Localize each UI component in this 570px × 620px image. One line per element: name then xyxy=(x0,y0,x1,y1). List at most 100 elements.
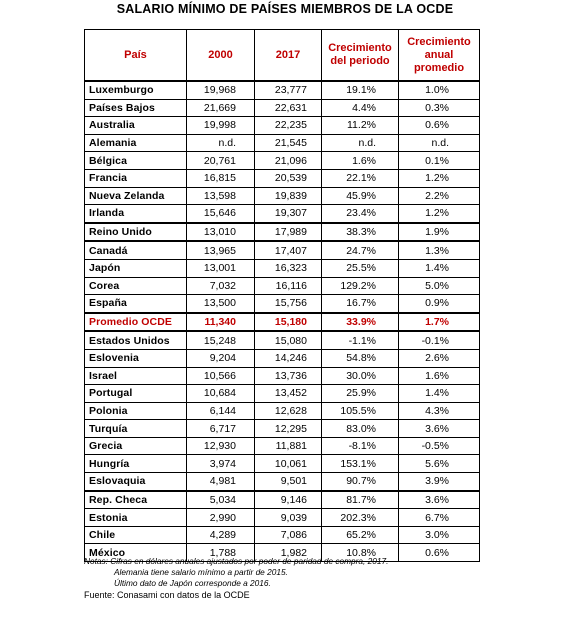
cell-crecimiento-periodo: n.d. xyxy=(321,133,399,153)
cell-pais: Estados Unidos xyxy=(84,330,187,350)
cell-crecimiento-anual: 0.6% xyxy=(398,543,480,563)
cell-crecimiento-anual: 1.0% xyxy=(398,80,480,100)
cell-2017: 9,501 xyxy=(254,472,322,492)
cell-pais: Luxemburgo xyxy=(84,80,187,100)
cell-crecimiento-anual: 3.6% xyxy=(398,419,480,438)
cell-2000: 4,289 xyxy=(186,525,255,545)
cell-2000: 15,248 xyxy=(186,330,255,350)
cell-crecimiento-anual: 1.9% xyxy=(398,222,480,243)
table-row: Francia 16,815 20,539 22.1% 1.2% xyxy=(84,168,480,188)
table-row: Países Bajos 21,669 22,631 4.4% 0.3% xyxy=(84,98,480,118)
cell-crecimiento-anual: n.d. xyxy=(398,133,480,153)
table-row: Hungría 3,974 10,061 153.1% 5.6% xyxy=(84,454,480,474)
table-row: España 13,500 15,756 16.7% 0.9% xyxy=(84,294,480,314)
cell-crecimiento-periodo: 153.1% xyxy=(321,454,399,474)
cell-2000: 16,815 xyxy=(186,168,255,188)
table-row: Japón 13,001 16,323 25.5% 1.4% xyxy=(84,258,480,278)
cell-2017: 17,407 xyxy=(254,240,322,260)
cell-pais: Chile xyxy=(84,525,187,545)
note-line: Alemania tiene salario mínimo a partir d… xyxy=(114,567,288,577)
cell-pais: Países Bajos xyxy=(84,98,187,118)
cell-crecimiento-periodo: 83.0% xyxy=(321,419,399,438)
table-row: México 1,788 1,982 10.8% 0.6% xyxy=(84,543,480,563)
cell-crecimiento-periodo: 30.0% xyxy=(321,366,399,386)
table-row: Turquía 6,717 12,295 83.0% 3.6% xyxy=(84,419,480,438)
cell-crecimiento-anual: 6.7% xyxy=(398,508,480,527)
table-title: SALARIO MÍNIMO DE PAÍSES MIEMBROS DE LA … xyxy=(116,2,454,16)
cell-pais: España xyxy=(84,294,187,314)
table-row: Australia 19,998 22,235 11.2% 0.6% xyxy=(84,116,480,135)
cell-2000: n.d. xyxy=(186,133,255,153)
cell-2000: 6,144 xyxy=(186,401,255,421)
cell-pais: Hungría xyxy=(84,454,187,474)
cell-crecimiento-periodo: -8.1% xyxy=(321,436,399,456)
cell-2017: 9,039 xyxy=(254,508,322,527)
cell-2017: 15,180 xyxy=(254,312,322,333)
cell-2017: 9,146 xyxy=(254,490,322,510)
cell-pais: Eslovenia xyxy=(84,348,187,368)
cell-crecimiento-anual: 0.6% xyxy=(398,116,480,135)
cell-crecimiento-anual: 1.2% xyxy=(398,168,480,188)
cell-crecimiento-periodo: 45.9% xyxy=(321,186,399,206)
cell-2000: 3,974 xyxy=(186,454,255,474)
cell-2017: 15,080 xyxy=(254,330,322,350)
cell-crecimiento-anual: 1.3% xyxy=(398,240,480,260)
cell-crecimiento-periodo: 202.3% xyxy=(321,508,399,527)
cell-crecimiento-periodo: 38.3% xyxy=(321,222,399,243)
cell-crecimiento-periodo: 23.4% xyxy=(321,204,399,224)
cell-2000: 13,001 xyxy=(186,258,255,278)
cell-crecimiento-periodo: 25.5% xyxy=(321,258,399,278)
cell-crecimiento-periodo: 105.5% xyxy=(321,401,399,421)
cell-2017: 17,989 xyxy=(254,222,322,243)
cell-2000: 10,684 xyxy=(186,384,255,403)
cell-2017: 22,631 xyxy=(254,98,322,118)
table-row: Rep. Checa 5,034 9,146 81.7% 3.6% xyxy=(84,490,480,510)
cell-2017: 7,086 xyxy=(254,525,322,545)
cell-crecimiento-periodo: 33.9% xyxy=(321,312,399,333)
cell-crecimiento-anual: 0.3% xyxy=(398,98,480,118)
header-row: País 2000 2017 Crecimiento del periodo C… xyxy=(84,29,480,82)
cell-2000: 19,998 xyxy=(186,116,255,135)
cell-crecimiento-periodo: 22.1% xyxy=(321,168,399,188)
cell-crecimiento-anual: 4.3% xyxy=(398,401,480,421)
table-row: Promedio OCDE 11,340 15,180 33.9% 1.7% xyxy=(84,312,480,333)
cell-pais: Irlanda xyxy=(84,204,187,224)
cell-2000: 13,500 xyxy=(186,294,255,314)
cell-crecimiento-periodo: 19.1% xyxy=(321,80,399,100)
cell-crecimiento-anual: 2.6% xyxy=(398,348,480,368)
cell-crecimiento-anual: 0.9% xyxy=(398,294,480,314)
cell-pais: Reino Unido xyxy=(84,222,187,243)
cell-crecimiento-anual: -0.5% xyxy=(398,436,480,456)
table-row: Chile 4,289 7,086 65.2% 3.0% xyxy=(84,525,480,545)
cell-2017: 11,881 xyxy=(254,436,322,456)
cell-crecimiento-anual: 1.4% xyxy=(398,258,480,278)
cell-2017: 16,116 xyxy=(254,276,322,296)
cell-2000: 21,669 xyxy=(186,98,255,118)
cell-crecimiento-periodo: 16.7% xyxy=(321,294,399,314)
cell-2000: 5,034 xyxy=(186,490,255,510)
table-row: Luxemburgo 19,968 23,777 19.1% 1.0% xyxy=(84,80,480,100)
cell-pais: Israel xyxy=(84,366,187,386)
cell-2017: 14,246 xyxy=(254,348,322,368)
cell-2000: 13,598 xyxy=(186,186,255,206)
table-row: Portugal 10,684 13,452 25.9% 1.4% xyxy=(84,384,480,403)
table-row: Polonia 6,144 12,628 105.5% 4.3% xyxy=(84,401,480,421)
cell-2017: 20,539 xyxy=(254,168,322,188)
cell-crecimiento-periodo: 11.2% xyxy=(321,116,399,135)
table-row: Reino Unido 13,010 17,989 38.3% 1.9% xyxy=(84,222,480,243)
cell-crecimiento-anual: 1.4% xyxy=(398,384,480,403)
cell-2000: 4,981 xyxy=(186,472,255,492)
cell-2000: 11,340 xyxy=(186,312,255,333)
cell-2017: 15,756 xyxy=(254,294,322,314)
cell-pais: Polonia xyxy=(84,401,187,421)
column-header-crecimiento-periodo: Crecimiento del periodo xyxy=(321,29,399,82)
cell-pais: Japón xyxy=(84,258,187,278)
cell-2000: 20,761 xyxy=(186,151,255,170)
cell-crecimiento-anual: 1.7% xyxy=(398,312,480,333)
table-row: Alemania n.d. 21,545 n.d. n.d. xyxy=(84,133,480,153)
cell-2000: 9,204 xyxy=(186,348,255,368)
cell-crecimiento-periodo: 4.4% xyxy=(321,98,399,118)
cell-2000: 10,566 xyxy=(186,366,255,386)
cell-pais: Turquía xyxy=(84,419,187,438)
cell-2017: 13,736 xyxy=(254,366,322,386)
